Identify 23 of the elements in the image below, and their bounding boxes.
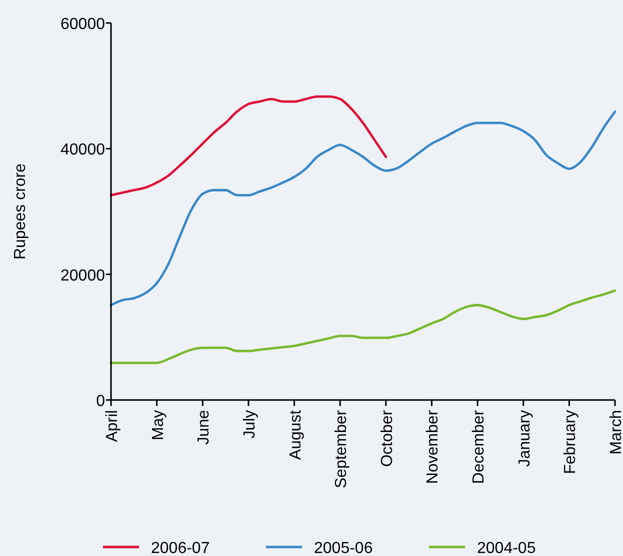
x-tick-label: January	[516, 410, 534, 467]
x-tick-label: October	[378, 409, 396, 467]
y-tick-label: 40000	[60, 142, 106, 159]
legend-label: 2005-06	[314, 540, 373, 556]
x-tick-label: April	[104, 410, 121, 442]
x-tick-label: November	[424, 409, 442, 484]
x-tick-label: February	[562, 410, 580, 474]
x-tick-label: September	[333, 409, 350, 488]
x-tick-label: August	[287, 409, 304, 460]
line-series	[110, 110, 616, 306]
y-tick-label: 60000	[60, 16, 106, 33]
y-axis-title: Rupees crore	[12, 163, 29, 260]
y-tick-label: 0	[96, 393, 106, 410]
line-series	[110, 289, 616, 364]
x-tick-label: July	[241, 410, 258, 438]
y-tick-label: 20000	[60, 267, 106, 284]
x-tick-label: March	[608, 410, 623, 454]
legend-label: 2006-07	[151, 540, 210, 556]
line-series	[110, 95, 388, 196]
x-tick-label: May	[150, 410, 167, 440]
x-tick-label: December	[470, 409, 488, 484]
x-tick-label: June	[196, 410, 213, 445]
legend-label: 2004-05	[477, 540, 536, 556]
